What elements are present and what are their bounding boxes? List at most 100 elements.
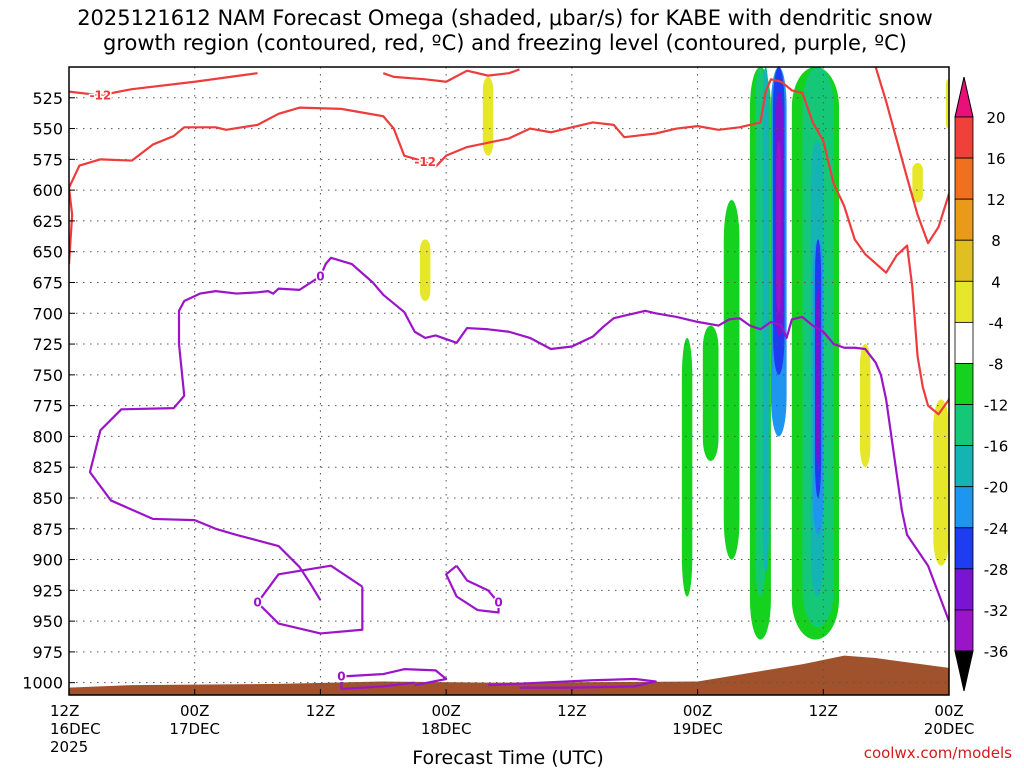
y-tick-label: 950: [32, 612, 63, 631]
y-tick-label: 975: [32, 643, 63, 662]
contour-label-1: -12: [414, 155, 436, 169]
colorbar-bottom-arrow: [954, 650, 974, 692]
y-tick-label: 900: [32, 551, 63, 570]
contour-label-5: 0: [316, 269, 324, 283]
colorbar-label: 16: [986, 150, 1005, 168]
contour-line-5: [88, 256, 949, 624]
y-tick-label: 700: [32, 304, 63, 323]
y-tick-label: 650: [32, 243, 63, 262]
contour-line-8: [487, 677, 657, 689]
contour-line-3: [382, 68, 520, 83]
contour-line-6: [256, 564, 364, 635]
x-tick-label: 17DEC: [169, 720, 220, 738]
contour-label-4: 0: [337, 670, 345, 684]
omega-region-2: [912, 163, 923, 203]
y-axis: 525 550 575 600 625 650 675 700 725 750 775 800 825 8…: [22, 89, 75, 693]
y-tick-label: 550: [32, 120, 63, 139]
terrain-area: [69, 655, 949, 695]
colorbar-segment: [954, 486, 974, 529]
colorbar-label: -20: [984, 479, 1009, 497]
omega-region-4: [945, 79, 949, 129]
y-tick-label: 800: [32, 427, 63, 446]
omega-region-1: [419, 239, 431, 301]
x-tick-label: 2025: [50, 738, 88, 756]
contour-line-7: [445, 564, 500, 614]
colorbar-segment: [954, 609, 974, 652]
y-tick-label: 1000: [22, 674, 63, 693]
omega-region-20: [815, 288, 821, 468]
colorbar-label: -24: [984, 520, 1009, 538]
contour-label-6: 0: [253, 596, 261, 610]
contours: -12 -12 0 0 0 0: [69, 67, 949, 690]
colorbar-segment: [954, 157, 974, 200]
colorbar-label: -12: [984, 397, 1009, 415]
contour-label-7: 0: [494, 596, 502, 610]
contour-label-0: -12: [90, 88, 112, 102]
x-tick-label: 12Z: [306, 702, 335, 720]
colorbar-segment: [954, 116, 974, 159]
colorbar: 20 16 12 8 4 -4 -8 -12 -16 -20 -24 -28 -32 -36: [954, 76, 1009, 692]
x-tick-label: 12Z: [809, 702, 838, 720]
y-tick-label: 775: [32, 397, 63, 416]
contour-line-0: [69, 72, 258, 97]
plot-frame: [68, 66, 950, 696]
colorbar-segment: [954, 280, 974, 323]
omega-region-8: [723, 199, 740, 560]
omega-region-7: [702, 325, 719, 462]
y-tick-label: 925: [32, 581, 63, 600]
omega-region-6: [681, 337, 693, 597]
x-tick-label: 00Z: [683, 702, 712, 720]
y-tick-label: 600: [32, 181, 63, 200]
omega-region-0: [482, 76, 494, 156]
colorbar-label: 12: [986, 191, 1005, 209]
colorbar-segment: [954, 404, 974, 447]
x-axis-label: Forecast Time (UTC): [412, 747, 603, 768]
x-tick-label: 12Z: [50, 702, 79, 720]
x-tick-label: 00Z: [180, 702, 209, 720]
omega-region-21: [776, 140, 782, 314]
colorbar-label: 8: [991, 232, 1001, 250]
colorbar-top-arrow: [954, 76, 974, 118]
x-tick-label: 16DEC: [50, 720, 101, 738]
x-tick-label: 20DEC: [924, 720, 975, 738]
colorbar-label: -8: [989, 355, 1004, 373]
colorbar-label: -32: [984, 602, 1009, 620]
y-tick-label: 575: [32, 150, 63, 169]
contour-line-4: [340, 668, 448, 690]
y-tick-label: 850: [32, 489, 63, 508]
colorbar-segment: [954, 527, 974, 570]
x-tick-label: 00Z: [934, 702, 963, 720]
x-tick-label: 18DEC: [421, 720, 472, 738]
omega-shading: [419, 67, 949, 640]
y-tick-label: 525: [32, 89, 63, 108]
colorbar-label: -16: [984, 438, 1009, 456]
y-tick-label: 625: [32, 212, 63, 231]
omega-region-5: [859, 344, 871, 468]
y-tick-label: 725: [32, 335, 63, 354]
colorbar-label: -4: [989, 314, 1004, 332]
x-tick-label: 12Z: [557, 702, 586, 720]
contour-line-2: [874, 67, 949, 245]
colorbar-segment: [954, 198, 974, 241]
omega-region-13: [762, 67, 769, 572]
contour-line-1: [69, 78, 949, 416]
colorbar-segment: [954, 568, 974, 611]
colorbar-segment: [954, 445, 974, 488]
y-tick-label: 825: [32, 458, 63, 477]
colorbar-segment: [954, 321, 974, 364]
terrain-fill: [69, 655, 949, 695]
colorbar-label: 4: [991, 273, 1001, 291]
x-tick-label: 19DEC: [672, 720, 723, 738]
x-tick-label: 00Z: [431, 702, 460, 720]
colorbar-label: -28: [984, 561, 1009, 579]
y-tick-label: 675: [32, 273, 63, 292]
site-credit: coolwx.com/models: [863, 744, 1012, 762]
omega-region-3: [933, 399, 949, 566]
colorbar-label: 20: [986, 109, 1005, 127]
y-tick-label: 750: [32, 366, 63, 385]
colorbar-segment: [954, 239, 974, 282]
chart-title: 2025121612 NAM Forecast Omega (shaded, μ…: [77, 6, 933, 55]
y-tick-label: 875: [32, 520, 63, 539]
